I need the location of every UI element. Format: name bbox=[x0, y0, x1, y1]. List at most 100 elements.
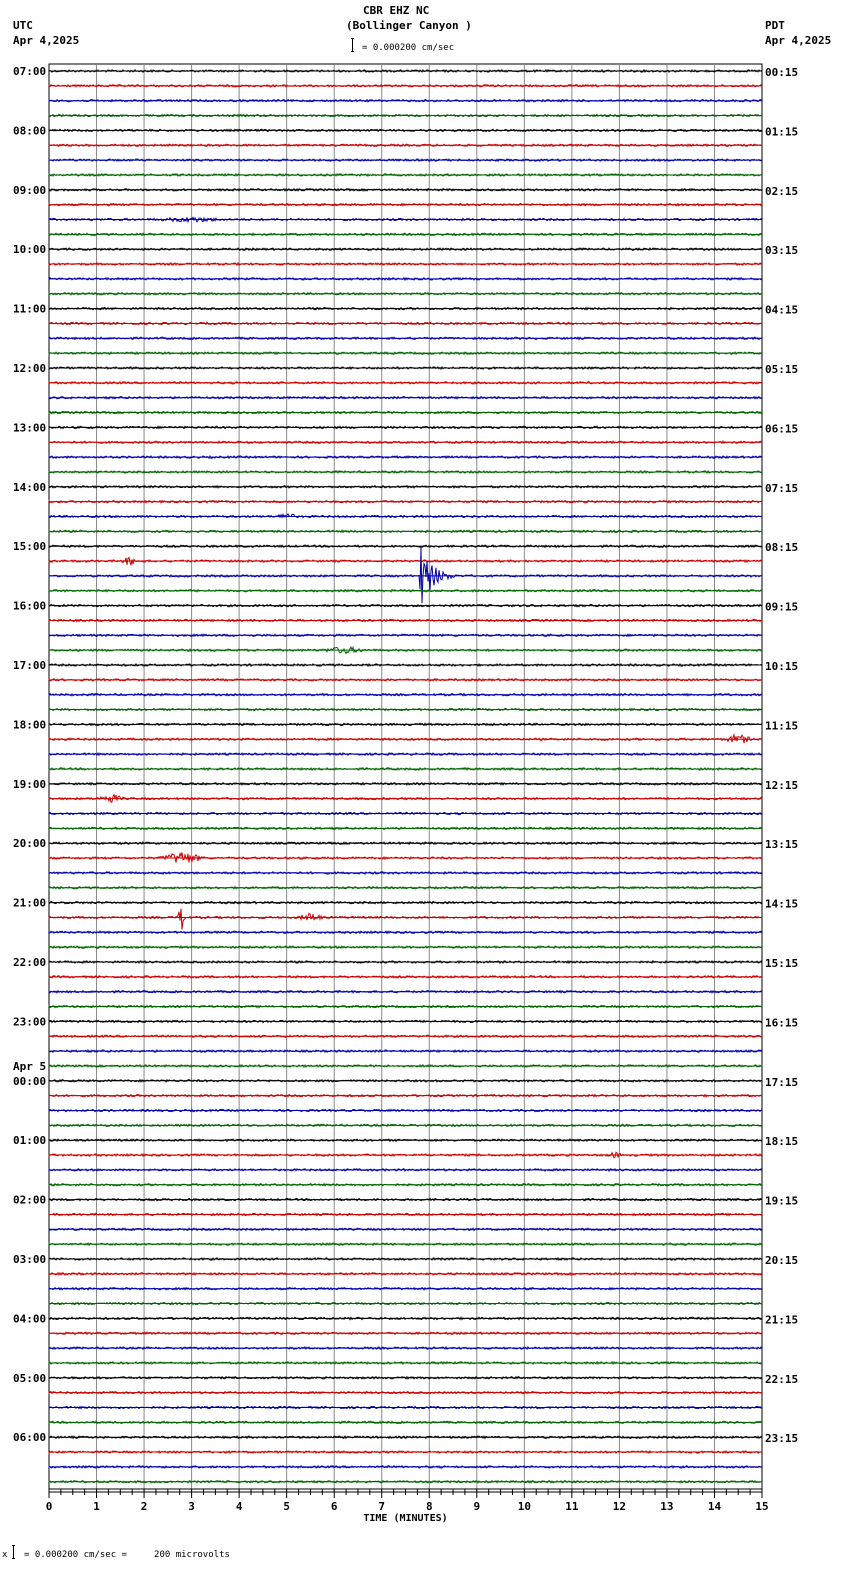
utc-hour-label: 20:00 bbox=[13, 837, 46, 850]
seismic-trace bbox=[48, 945, 763, 950]
seismic-trace bbox=[48, 544, 763, 549]
pdt-hour-label: 14:15 bbox=[765, 898, 798, 911]
pdt-hour-label: 21:15 bbox=[765, 1313, 798, 1326]
utc-hour-label: 14:00 bbox=[13, 481, 46, 494]
date-change-label: Apr 5 bbox=[13, 1060, 46, 1073]
seismic-trace bbox=[48, 900, 763, 905]
pdt-hour-label: 09:15 bbox=[765, 601, 798, 614]
utc-hour-label: 03:00 bbox=[13, 1253, 46, 1266]
seismic-trace bbox=[48, 588, 763, 593]
seismic-trace bbox=[48, 645, 763, 655]
seismic-trace bbox=[48, 989, 763, 994]
seismic-trace bbox=[48, 1360, 763, 1366]
seismic-trace bbox=[48, 1212, 763, 1217]
pdt-hour-label: 01:15 bbox=[765, 125, 798, 138]
seismic-trace bbox=[48, 1434, 763, 1440]
pdt-hour-label: 20:15 bbox=[765, 1254, 798, 1267]
seismic-trace bbox=[48, 556, 763, 566]
seismic-trace bbox=[48, 484, 763, 489]
left-timezone: UTC bbox=[13, 19, 33, 32]
seismic-trace bbox=[48, 469, 763, 475]
pdt-hour-label: 05:15 bbox=[765, 363, 798, 376]
seismic-trace bbox=[48, 751, 763, 757]
site-name: (Bollinger Canyon ) bbox=[346, 19, 472, 32]
utc-hour-label: 17:00 bbox=[13, 659, 46, 672]
seismic-trace bbox=[48, 68, 763, 74]
seismic-trace bbox=[48, 499, 763, 504]
seismic-trace bbox=[48, 276, 762, 282]
seismic-trace bbox=[48, 826, 763, 831]
seismic-trace bbox=[48, 811, 763, 816]
x-tick-label: 13 bbox=[660, 1500, 673, 1513]
right-date: Apr 4,2025 bbox=[765, 34, 832, 47]
x-tick-label: 1 bbox=[93, 1500, 100, 1513]
utc-hour-label: 11:00 bbox=[13, 303, 46, 316]
seismic-trace bbox=[48, 291, 763, 296]
utc-hour-label: 23:00 bbox=[13, 1015, 46, 1028]
seismic-trace bbox=[48, 1019, 763, 1024]
seismic-trace bbox=[48, 336, 763, 341]
seismic-trace bbox=[48, 1301, 763, 1306]
station-title: CBR EHZ NC bbox=[363, 4, 430, 17]
seismic-trace bbox=[48, 793, 763, 804]
pdt-hour-label: 11:15 bbox=[765, 719, 798, 732]
seismic-trace bbox=[48, 83, 763, 88]
seismic-trace bbox=[48, 1123, 763, 1128]
seismic-trace bbox=[48, 1182, 763, 1187]
seismic-trace bbox=[48, 98, 763, 103]
seismic-trace bbox=[48, 1093, 763, 1098]
pdt-hour-label: 04:15 bbox=[765, 304, 798, 317]
seismic-trace bbox=[48, 1241, 762, 1247]
pdt-hour-label: 00:15 bbox=[765, 66, 798, 79]
seismic-trace bbox=[48, 350, 763, 356]
seismic-trace bbox=[48, 1108, 763, 1113]
seismic-trace bbox=[48, 306, 763, 311]
utc-hour-label: 04:00 bbox=[13, 1312, 46, 1325]
x-tick-label: 14 bbox=[708, 1500, 722, 1513]
seismic-trace bbox=[48, 1449, 763, 1455]
seismic-trace bbox=[48, 1345, 763, 1351]
seismic-trace bbox=[48, 722, 763, 727]
pdt-hour-label: 06:15 bbox=[765, 422, 798, 435]
seismic-trace bbox=[48, 546, 763, 604]
seismic-trace bbox=[48, 157, 763, 163]
pdt-hour-label: 02:15 bbox=[765, 185, 798, 198]
pdt-hour-label: 08:15 bbox=[765, 541, 798, 554]
right-timezone: PDT bbox=[765, 19, 785, 32]
x-tick-label: 5 bbox=[283, 1500, 290, 1513]
seismic-trace bbox=[48, 959, 763, 965]
utc-hour-label: 06:00 bbox=[13, 1431, 46, 1444]
pdt-hour-label: 12:15 bbox=[765, 779, 798, 792]
seismic-trace bbox=[48, 1271, 763, 1277]
seismic-trace bbox=[48, 851, 763, 863]
x-tick-label: 10 bbox=[518, 1500, 531, 1513]
x-tick-label: 15 bbox=[755, 1500, 768, 1513]
x-tick-label: 0 bbox=[46, 1500, 53, 1513]
seismic-trace bbox=[48, 1405, 763, 1410]
pdt-hour-label: 15:15 bbox=[765, 957, 798, 970]
x-tick-label: 3 bbox=[188, 1500, 195, 1513]
seismic-trace bbox=[48, 1151, 763, 1159]
seismic-trace bbox=[48, 201, 763, 207]
utc-hour-label: 01:00 bbox=[13, 1134, 46, 1147]
seismic-trace bbox=[48, 632, 763, 638]
seismic-trace bbox=[48, 187, 763, 192]
seismic-trace bbox=[48, 321, 763, 326]
seismic-trace bbox=[48, 662, 763, 668]
footer-scale-bar-icon bbox=[12, 1545, 15, 1559]
seismic-trace bbox=[48, 1197, 762, 1202]
utc-hour-label: 02:00 bbox=[13, 1194, 46, 1207]
seismic-trace bbox=[48, 1390, 763, 1395]
pdt-hour-label: 07:15 bbox=[765, 482, 798, 495]
x-tick-label: 2 bbox=[141, 1500, 148, 1513]
seismic-trace bbox=[48, 143, 763, 148]
seismic-trace bbox=[48, 908, 763, 930]
scale-bar-icon bbox=[351, 38, 354, 52]
seismic-trace bbox=[48, 1034, 763, 1039]
utc-hour-label: 09:00 bbox=[13, 184, 46, 197]
seismic-trace bbox=[48, 1286, 763, 1291]
seismic-trace bbox=[48, 1167, 762, 1173]
utc-hour-label: 10:00 bbox=[13, 243, 46, 256]
seismic-trace bbox=[48, 603, 763, 608]
